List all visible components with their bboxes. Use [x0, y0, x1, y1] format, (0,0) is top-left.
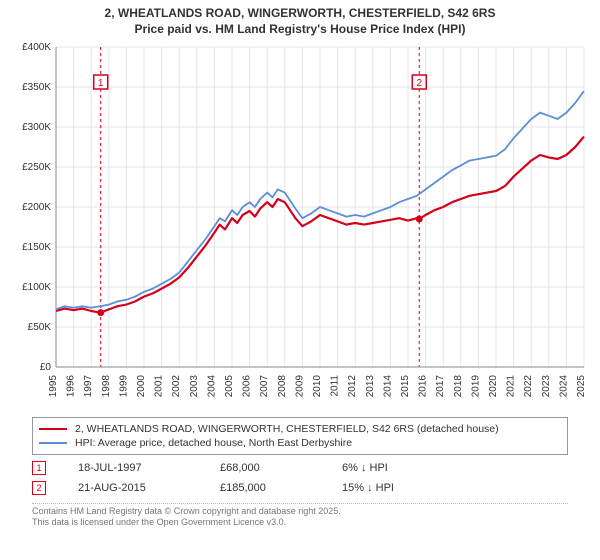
svg-text:2017: 2017 [435, 375, 446, 398]
legend-item: HPI: Average price, detached house, Nort… [39, 436, 561, 450]
legend-swatch [39, 428, 67, 430]
svg-text:1999: 1999 [118, 375, 129, 398]
svg-text:2: 2 [416, 78, 422, 89]
title-line1: 2, WHEATLANDS ROAD, WINGERWORTH, CHESTER… [0, 6, 600, 22]
svg-text:£400K: £400K [22, 42, 51, 53]
sale-delta: 6% ↓ HPI [342, 462, 388, 474]
svg-text:2018: 2018 [453, 375, 464, 398]
price-chart: £0 £50K £100K £150K £200K £250K £300K £350K £400… [10, 41, 590, 411]
sale-date: 18-JUL-1997 [78, 462, 188, 474]
svg-text:2024: 2024 [558, 375, 569, 398]
svg-text:2012: 2012 [347, 375, 358, 398]
sale-row: 2 21-AUG-2015 £185,000 15% ↓ HPI [32, 481, 568, 495]
title-line2: Price paid vs. HM Land Registry's House … [0, 22, 600, 38]
svg-text:2023: 2023 [541, 375, 552, 398]
legend: 2, WHEATLANDS ROAD, WINGERWORTH, CHESTER… [32, 417, 568, 455]
sale-date: 21-AUG-2015 [78, 482, 188, 494]
svg-text:2004: 2004 [206, 375, 217, 398]
legend-swatch [39, 442, 67, 444]
footer-line1: Contains HM Land Registry data © Crown c… [32, 506, 568, 517]
svg-text:2005: 2005 [224, 375, 235, 398]
svg-text:1: 1 [98, 78, 104, 89]
sale-price: £185,000 [220, 482, 310, 494]
svg-text:2019: 2019 [470, 375, 481, 398]
svg-text:2025: 2025 [576, 375, 587, 398]
svg-text:2015: 2015 [400, 375, 411, 398]
svg-text:£200K: £200K [22, 202, 51, 213]
svg-text:2003: 2003 [189, 375, 200, 398]
svg-text:2007: 2007 [259, 375, 270, 398]
svg-text:£150K: £150K [22, 242, 51, 253]
svg-text:£300K: £300K [22, 122, 51, 133]
sale-delta: 15% ↓ HPI [342, 482, 394, 494]
svg-text:1996: 1996 [66, 375, 77, 398]
svg-text:2008: 2008 [277, 375, 288, 398]
footer-attribution: Contains HM Land Registry data © Crown c… [32, 503, 568, 528]
sale-row: 1 18-JUL-1997 £68,000 6% ↓ HPI [32, 461, 568, 475]
svg-text:£100K: £100K [22, 282, 51, 293]
svg-text:£0: £0 [40, 362, 52, 373]
svg-text:2022: 2022 [523, 375, 534, 398]
svg-text:1998: 1998 [101, 375, 112, 398]
svg-text:2009: 2009 [294, 375, 305, 398]
sale-marker-icon: 1 [32, 461, 46, 475]
svg-text:2011: 2011 [330, 375, 341, 397]
svg-text:2013: 2013 [365, 375, 376, 398]
svg-text:2002: 2002 [171, 375, 182, 398]
sales-table: 1 18-JUL-1997 £68,000 6% ↓ HPI 2 21-AUG-2015 £… [0, 461, 600, 495]
chart-title: 2, WHEATLANDS ROAD, WINGERWORTH, CHESTER… [0, 0, 600, 37]
svg-text:2010: 2010 [312, 375, 323, 398]
svg-text:£250K: £250K [22, 162, 51, 173]
svg-text:2001: 2001 [154, 375, 165, 398]
sale-price: £68,000 [220, 462, 310, 474]
sale-marker-icon: 2 [32, 481, 46, 495]
svg-text:2016: 2016 [418, 375, 429, 398]
svg-text:2006: 2006 [242, 375, 253, 398]
legend-label: HPI: Average price, detached house, Nort… [75, 437, 352, 449]
svg-text:£350K: £350K [22, 82, 51, 93]
svg-text:2000: 2000 [136, 375, 147, 398]
svg-text:£50K: £50K [28, 322, 52, 333]
legend-item: 2, WHEATLANDS ROAD, WINGERWORTH, CHESTER… [39, 422, 561, 436]
legend-label: 2, WHEATLANDS ROAD, WINGERWORTH, CHESTER… [75, 423, 499, 435]
svg-text:2021: 2021 [506, 375, 517, 398]
svg-text:2014: 2014 [382, 375, 393, 398]
chart-canvas: £0 £50K £100K £150K £200K £250K £300K £350K £400… [10, 41, 590, 411]
svg-text:1997: 1997 [83, 375, 94, 398]
svg-text:2020: 2020 [488, 375, 499, 398]
footer-line2: This data is licensed under the Open Gov… [32, 517, 568, 528]
svg-text:1995: 1995 [48, 375, 59, 398]
